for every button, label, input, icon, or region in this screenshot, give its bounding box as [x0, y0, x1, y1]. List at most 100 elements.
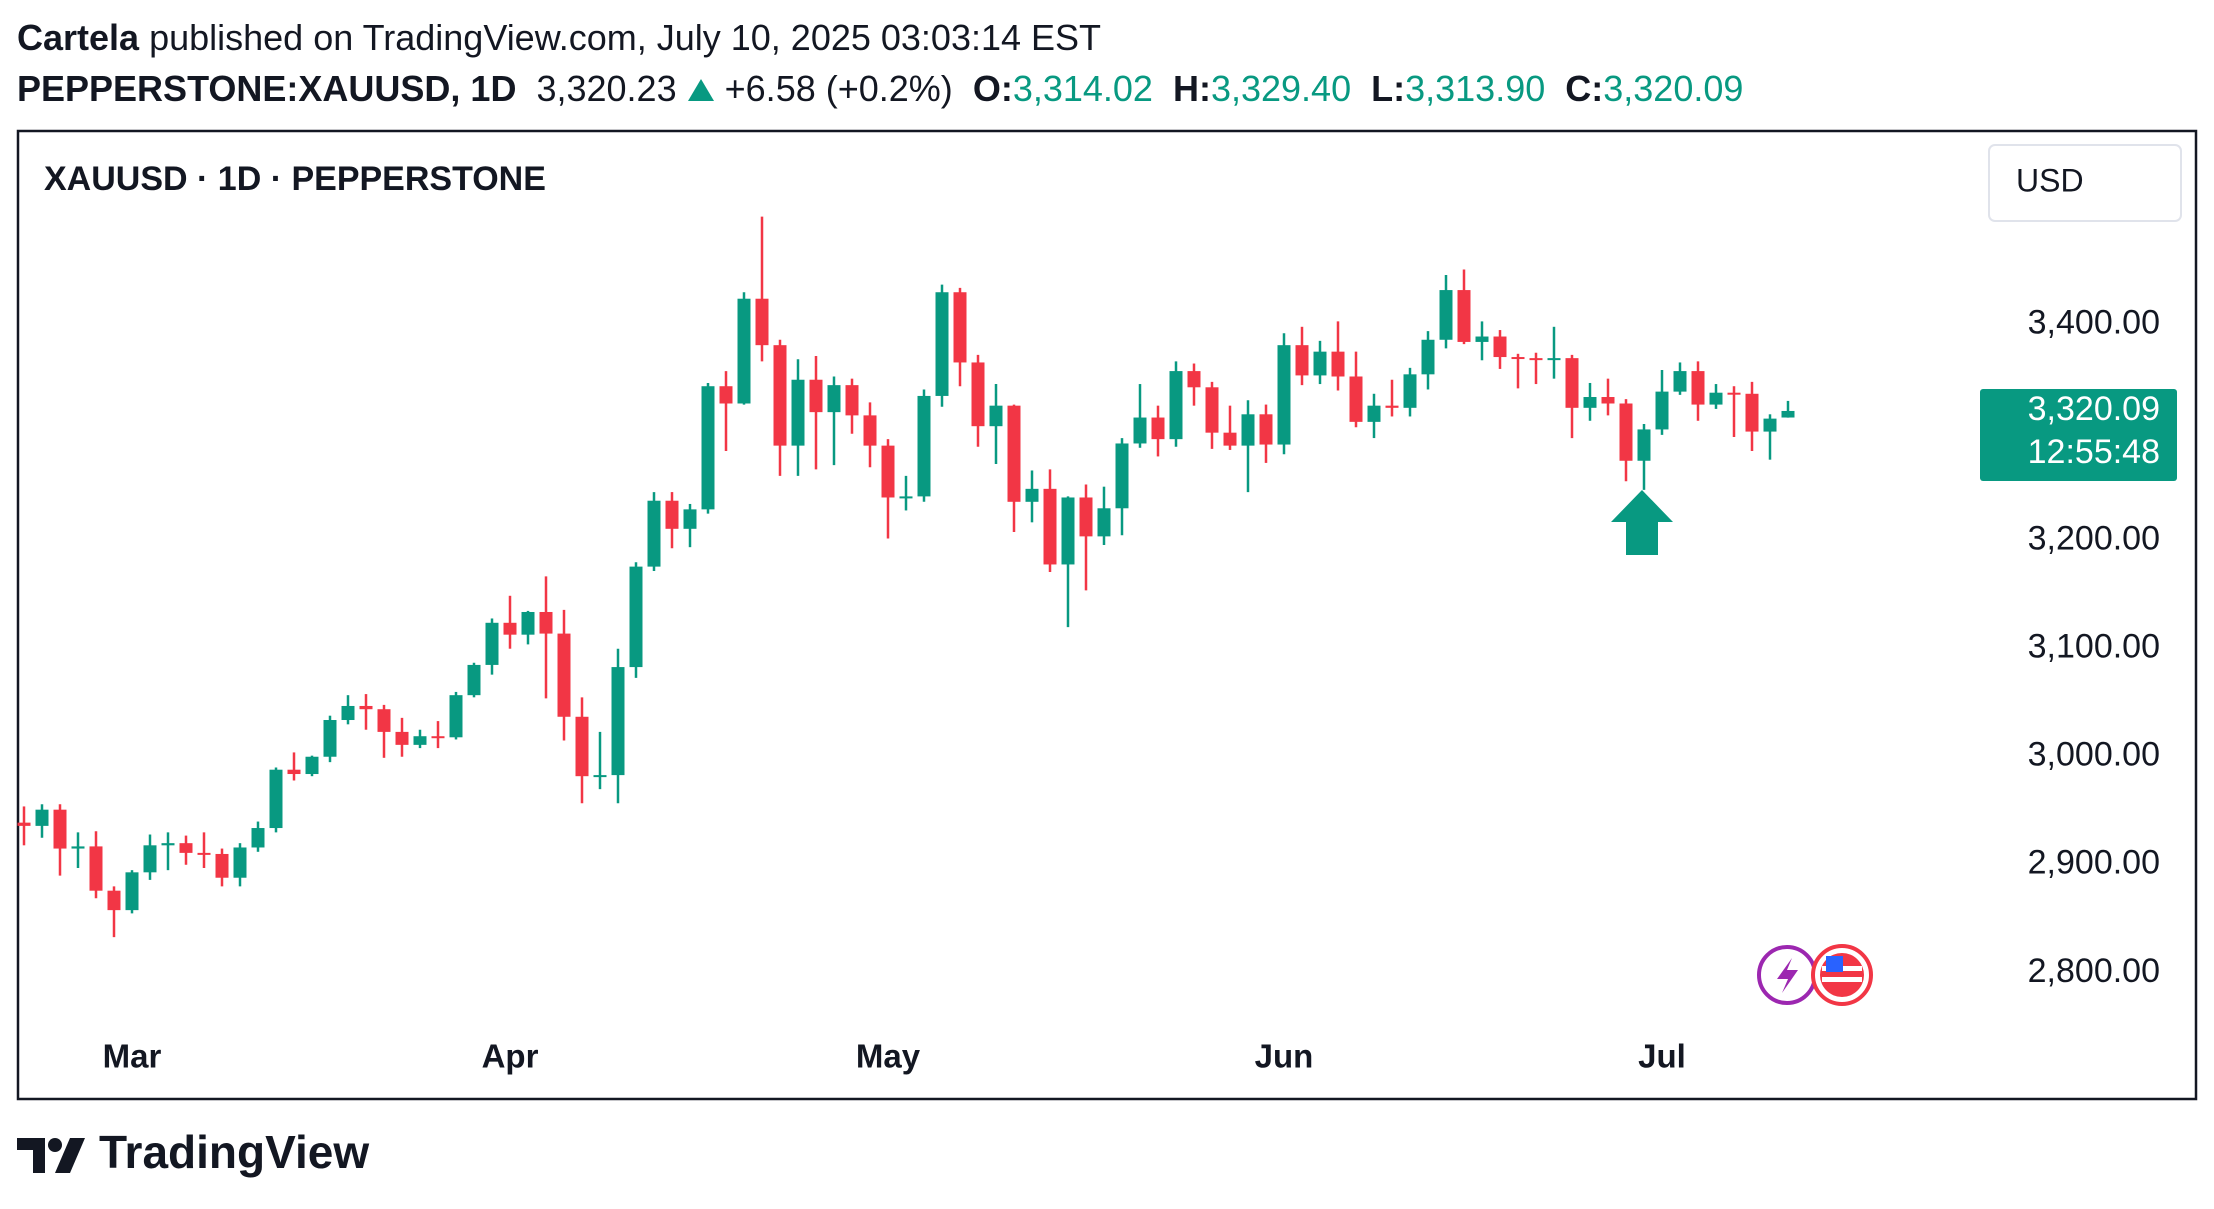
candle-body	[287, 769, 301, 775]
candle-body	[1367, 405, 1381, 422]
candle-body	[1781, 410, 1795, 418]
x-tick-label: Jun	[1255, 1038, 1314, 1075]
candle-body	[899, 496, 913, 499]
x-tick-label: May	[856, 1038, 921, 1075]
candle-body	[1259, 414, 1273, 445]
candle-body	[1655, 391, 1669, 430]
candle-body	[1205, 387, 1219, 433]
candle-body	[53, 809, 67, 849]
candle-body	[1709, 392, 1723, 405]
candle-body	[1745, 393, 1759, 432]
candle-body	[71, 846, 85, 849]
candle-body	[1277, 345, 1291, 445]
y-tick-label: 3,100.00	[2028, 628, 2160, 666]
y-tick-label: 3,000.00	[2028, 736, 2160, 774]
candle-body	[1133, 417, 1147, 444]
ohlc-label: C:	[1565, 68, 1604, 109]
quote-line: PEPPERSTONE:XAUUSD, 1D 3,320.23 +6.58 (+…	[17, 63, 1743, 114]
candle-body	[845, 385, 859, 416]
candle-body	[971, 362, 985, 427]
candle-body	[809, 379, 823, 413]
author: Cartela	[17, 17, 140, 58]
candle-body	[863, 415, 877, 446]
candle-body	[791, 379, 805, 446]
candle-body	[1565, 358, 1579, 408]
candle-body	[161, 843, 175, 846]
candle-body	[1331, 351, 1345, 377]
x-tick-label: Apr	[482, 1038, 539, 1075]
candle-body	[1025, 488, 1039, 502]
candle-body	[1637, 429, 1651, 461]
candle-body	[1727, 392, 1741, 395]
y-tick-label: 2,800.00	[2028, 952, 2160, 990]
candle-body	[1295, 345, 1309, 376]
candle-body	[215, 853, 229, 878]
candle-body	[647, 500, 661, 567]
brand: TradingView	[99, 1126, 369, 1178]
candle-body	[1115, 443, 1129, 509]
candle-body	[1529, 358, 1543, 361]
candle-body	[629, 566, 643, 668]
candle-body	[557, 633, 571, 717]
candle-body	[665, 500, 679, 529]
candle-body	[1079, 497, 1093, 537]
event-icons	[1757, 944, 1873, 1006]
chart-title: XAUUSD · 1D · PEPPERSTONE	[44, 160, 546, 198]
price: 3,320.23	[536, 68, 677, 109]
candle-body	[1439, 290, 1453, 340]
candle-body	[593, 775, 607, 778]
candle-body	[1763, 418, 1777, 432]
x-tick-label: Jul	[1638, 1038, 1686, 1075]
candle-body	[323, 720, 337, 757]
flag-canton	[1826, 956, 1843, 972]
symbol: PEPPERSTONE:XAUUSD, 1D	[17, 68, 517, 109]
publish-line: Cartela published on TradingView.com, Ju…	[17, 12, 1743, 63]
chart-frame	[16, 129, 2198, 1101]
candle-body	[1313, 351, 1327, 376]
candle-body	[449, 695, 463, 738]
candle-body	[719, 386, 733, 404]
candle-body	[1583, 397, 1597, 408]
candle-body	[1169, 371, 1183, 440]
candle-body	[1187, 371, 1201, 388]
candle-body	[35, 809, 49, 826]
last-price: 3,320.09	[2028, 390, 2160, 428]
candle-body	[1475, 336, 1489, 342]
candle-body	[233, 847, 247, 878]
candle-body	[701, 386, 715, 510]
candle-body	[539, 611, 553, 634]
candle-body	[341, 705, 355, 721]
candle-body	[107, 890, 121, 911]
change: +6.58 (+0.2%)	[724, 68, 953, 109]
candle-body	[1097, 508, 1111, 537]
candle-body	[251, 828, 265, 848]
y-tick-label: 3,200.00	[2028, 520, 2160, 558]
currency-button[interactable]	[1988, 144, 2182, 222]
candle-body	[1223, 432, 1237, 446]
candle-body	[143, 845, 157, 873]
y-tick-label: 2,900.00	[2028, 844, 2160, 882]
candle-body	[431, 736, 445, 739]
candle-body	[1349, 376, 1363, 422]
ohlc-value: 3,320.09	[1603, 68, 1744, 109]
candle-body	[1601, 397, 1615, 404]
candle-body	[305, 756, 319, 775]
ohlc-value: 3,329.40	[1210, 68, 1352, 109]
candle-body	[1511, 357, 1525, 360]
candle-body	[1043, 488, 1057, 565]
last-price-box	[1980, 388, 2177, 481]
candle-body	[1547, 358, 1561, 361]
countdown: 12:55:48	[2028, 433, 2160, 471]
candle-body	[917, 395, 931, 497]
candle-body	[1241, 414, 1255, 446]
candle-body	[683, 509, 697, 529]
candle-body	[485, 622, 499, 665]
candle-body	[17, 822, 31, 826]
flag-stripe	[1822, 977, 1862, 982]
candle-body	[1493, 336, 1507, 358]
currency: USD	[2016, 162, 2084, 198]
candle-body	[575, 716, 589, 777]
candle-body	[1691, 371, 1705, 405]
candle-body	[1673, 371, 1687, 392]
